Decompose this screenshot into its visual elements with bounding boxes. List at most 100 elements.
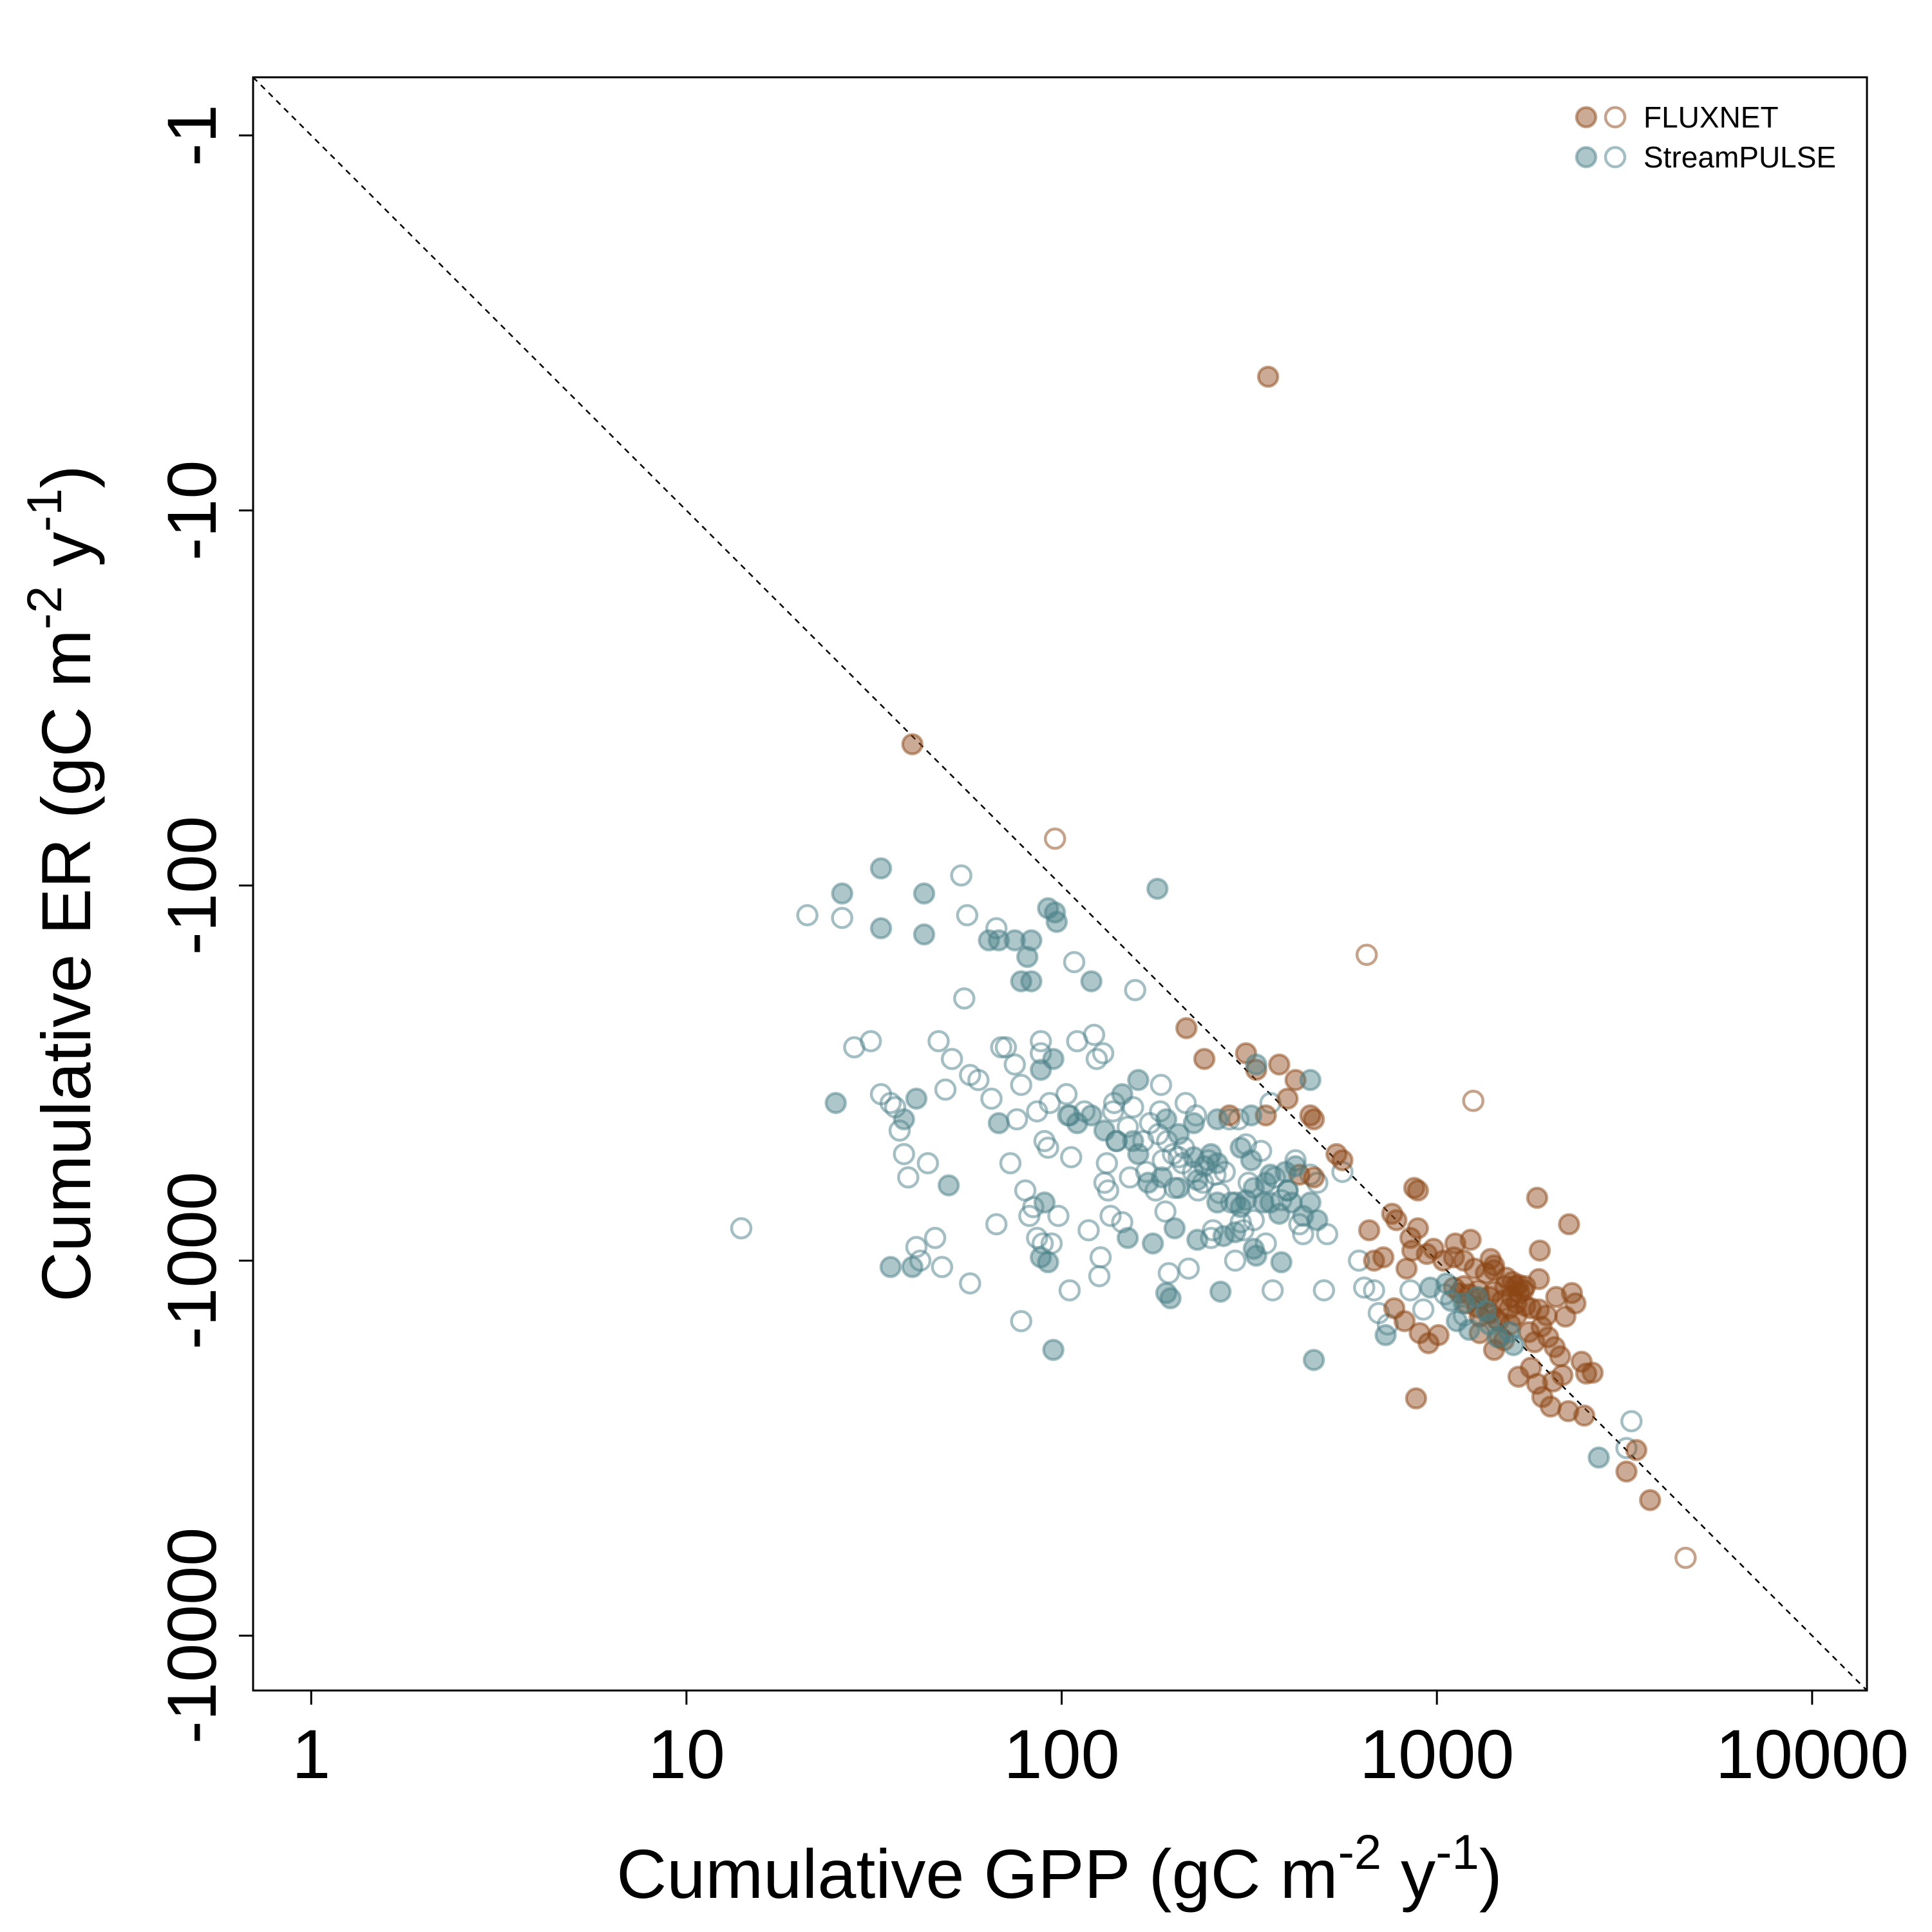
fluxnet-point-filled <box>903 735 922 754</box>
streampulse-point-filled <box>1208 1193 1227 1212</box>
streampulse-point-filled <box>1301 1070 1320 1090</box>
fluxnet-point-filled <box>1627 1441 1646 1460</box>
streampulse-point-hollow <box>1414 1300 1433 1319</box>
streampulse-point-hollow <box>1038 1138 1057 1157</box>
streampulse-point-filled <box>1488 1327 1507 1347</box>
y-axis-label: Cumulative ER (gC m-2 y-1) <box>17 465 105 1302</box>
streampulse-point-filled <box>1068 1113 1087 1133</box>
fluxnet-point-filled <box>1484 1256 1504 1275</box>
streampulse-point-hollow <box>1176 1094 1195 1113</box>
legend: FLUXNET StreamPULSE <box>1577 100 1836 174</box>
streampulse-point-hollow <box>1061 1148 1081 1167</box>
legend-label: StreamPULSE <box>1643 140 1836 174</box>
streampulse-point-filled <box>1278 1181 1297 1200</box>
y-label-sup1: -2 <box>17 586 72 630</box>
streampulse-point-filled <box>1148 879 1167 898</box>
y-label-main: Cumulative ER (gC m <box>27 629 105 1302</box>
streampulse-point-hollow <box>918 1153 938 1173</box>
streampulse-point-hollow <box>895 1144 914 1164</box>
x-axis-label: Cumulative GPP (gC m-2 y-1) <box>616 1825 1502 1913</box>
streampulse-point-filled <box>1038 1253 1057 1272</box>
streampulse-point-filled <box>1301 1193 1320 1212</box>
streampulse-point-filled <box>1113 1084 1132 1104</box>
streampulse-point-filled <box>826 1094 846 1113</box>
streampulse-point-filled <box>1082 972 1101 991</box>
streampulse-point-filled <box>871 918 891 938</box>
fluxnet-point-filled <box>1374 1247 1393 1267</box>
legend-marker-hollow <box>1605 147 1625 167</box>
fluxnet-point-filled <box>1533 1387 1552 1406</box>
streampulse-point-filled <box>1021 972 1041 991</box>
streampulse-point-filled <box>833 884 852 903</box>
y-tick-label: -100 <box>153 816 231 955</box>
streampulse-point-hollow <box>907 1237 926 1256</box>
streampulse-point-hollow <box>942 1049 961 1068</box>
fluxnet-point-filled <box>1177 1018 1196 1037</box>
x-tick-label: 10 <box>648 1715 725 1793</box>
streampulse-point-hollow <box>936 1080 955 1099</box>
streampulse-point-hollow <box>1065 952 1084 972</box>
legend-marker-hollow <box>1605 108 1625 127</box>
streampulse-point-hollow <box>958 905 977 925</box>
fluxnet-point-filled <box>1304 1168 1323 1187</box>
streampulse-point-filled <box>1460 1320 1479 1340</box>
streampulse-point-filled <box>1214 1226 1233 1245</box>
streampulse-point-hollow <box>982 1089 1001 1108</box>
streampulse-point-filled <box>1272 1253 1291 1272</box>
streampulse-point-filled <box>881 1257 900 1276</box>
streampulse-point-filled <box>1247 1055 1266 1074</box>
streampulse-point-filled <box>907 1089 926 1108</box>
streampulse-point-hollow <box>1314 1281 1334 1300</box>
streampulse-point-filled <box>1589 1448 1609 1467</box>
streampulse-point-hollow <box>952 866 971 885</box>
x-tick-label: 1 <box>292 1715 330 1793</box>
fluxnet-point-filled <box>1521 1358 1540 1378</box>
y-axis: -1-10-100-1000-10000 <box>153 104 253 1744</box>
streampulse-point-filled <box>1304 1350 1323 1370</box>
legend-marker-filled <box>1577 147 1596 167</box>
y-tick-label: -10 <box>153 460 231 561</box>
fluxnet-point-filled <box>1429 1325 1448 1345</box>
streampulse-point-hollow <box>1263 1281 1282 1300</box>
streampulse-point-filled <box>1437 1274 1456 1293</box>
fluxnet-point-filled <box>1195 1049 1214 1068</box>
streampulse-point-filled <box>1031 1060 1050 1079</box>
fluxnet-point-filled <box>1566 1294 1585 1313</box>
streampulse-point-filled <box>980 931 999 950</box>
streampulse-point-hollow <box>1060 1281 1079 1300</box>
streampulse-point-filled <box>1286 1157 1305 1176</box>
fluxnet-point-filled <box>1408 1218 1428 1238</box>
streampulse-point-hollow <box>954 989 974 1008</box>
streampulse-point-filled <box>1242 1151 1261 1170</box>
streampulse-point-hollow <box>798 905 817 925</box>
x-tick-label: 1000 <box>1359 1715 1514 1793</box>
streampulse-point-hollow <box>1151 1075 1171 1095</box>
streampulse-point-filled <box>989 1113 1009 1133</box>
streampulse-point-filled <box>1139 1173 1158 1193</box>
fluxnet-point-filled <box>1500 1299 1519 1318</box>
streampulse-point-hollow <box>1622 1412 1641 1431</box>
streampulse-point-hollow <box>933 1257 952 1276</box>
x-label-end: ) <box>1479 1835 1502 1913</box>
streampulse-point-filled <box>1242 1106 1261 1125</box>
streampulse-point-hollow <box>833 908 852 927</box>
streampulse-point-filled <box>1143 1234 1162 1253</box>
fluxnet-point-hollow <box>1045 829 1065 848</box>
fluxnet-point-filled <box>1278 1089 1297 1108</box>
y-tick-label: -1000 <box>153 1171 231 1349</box>
y-label-sup2: -1 <box>17 488 72 532</box>
streampulse-point-hollow <box>1090 1267 1109 1286</box>
fluxnet-point-filled <box>1359 1220 1379 1240</box>
streampulse-point-filled <box>1044 1340 1063 1359</box>
streampulse-point-hollow <box>1012 1075 1031 1095</box>
streampulse-point-hollow <box>1007 1110 1027 1129</box>
streampulse-point-filled <box>1161 1289 1180 1308</box>
fluxnet-point-filled <box>1406 1388 1426 1408</box>
streampulse-point-hollow <box>1126 980 1145 999</box>
streampulse-point-hollow <box>1101 1206 1120 1226</box>
legend-label: FLUXNET <box>1643 100 1779 134</box>
y-tick-label: -10000 <box>153 1528 231 1744</box>
streampulse-point-filled <box>1035 1193 1054 1212</box>
streampulse-point-hollow <box>1091 1247 1110 1267</box>
streampulse-point-filled <box>914 884 934 903</box>
